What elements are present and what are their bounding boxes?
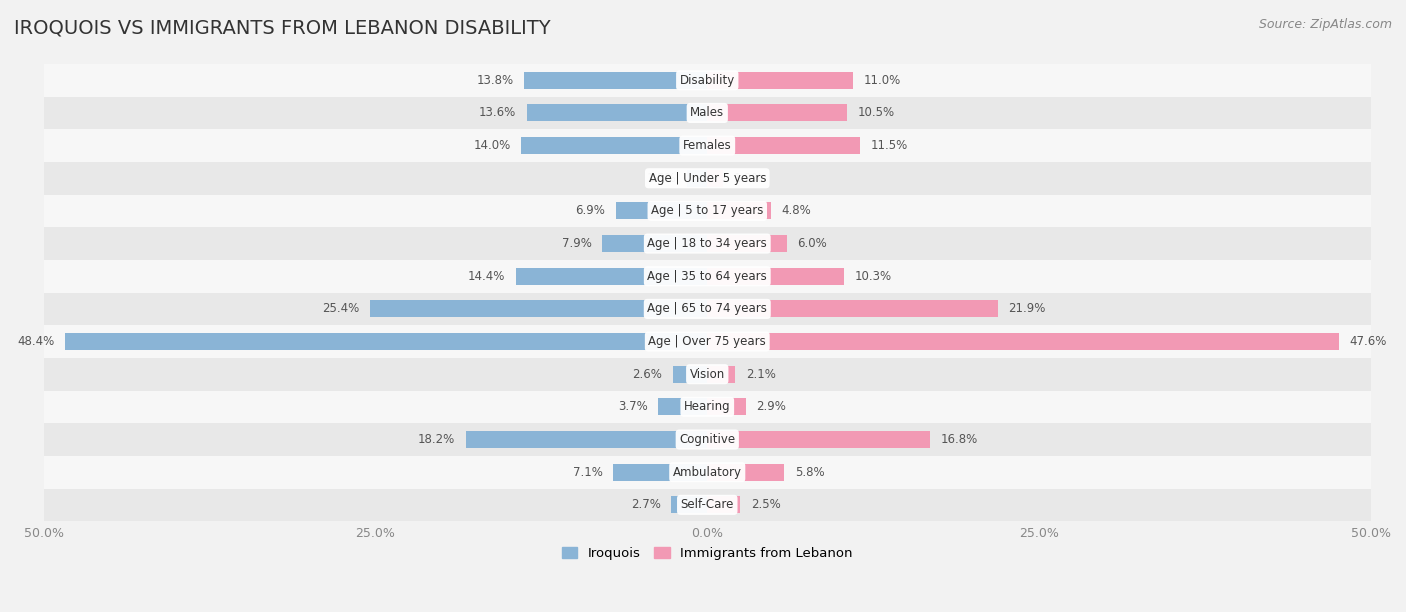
Bar bbox=[44, 97, 1371, 129]
Text: 10.5%: 10.5% bbox=[858, 106, 894, 119]
Text: 2.1%: 2.1% bbox=[745, 368, 776, 381]
Text: 47.6%: 47.6% bbox=[1350, 335, 1388, 348]
Bar bbox=[44, 227, 1371, 260]
Text: Age | 65 to 74 years: Age | 65 to 74 years bbox=[647, 302, 768, 315]
Text: Hearing: Hearing bbox=[683, 400, 731, 413]
Text: Source: ZipAtlas.com: Source: ZipAtlas.com bbox=[1258, 18, 1392, 31]
Text: Age | 5 to 17 years: Age | 5 to 17 years bbox=[651, 204, 763, 217]
Bar bbox=[65, 333, 707, 350]
Text: 14.0%: 14.0% bbox=[474, 139, 510, 152]
Bar bbox=[707, 431, 931, 448]
Text: Age | Over 75 years: Age | Over 75 years bbox=[648, 335, 766, 348]
Text: 16.8%: 16.8% bbox=[941, 433, 979, 446]
Text: 6.9%: 6.9% bbox=[575, 204, 605, 217]
Bar bbox=[707, 300, 998, 318]
Text: 1.2%: 1.2% bbox=[734, 172, 763, 185]
Bar bbox=[524, 72, 707, 89]
Bar bbox=[707, 267, 844, 285]
Bar bbox=[44, 325, 1371, 358]
Bar bbox=[44, 358, 1371, 390]
Text: 13.8%: 13.8% bbox=[477, 74, 513, 87]
Text: IROQUOIS VS IMMIGRANTS FROM LEBANON DISABILITY: IROQUOIS VS IMMIGRANTS FROM LEBANON DISA… bbox=[14, 18, 551, 37]
Text: 25.4%: 25.4% bbox=[322, 302, 360, 315]
Text: 48.4%: 48.4% bbox=[17, 335, 55, 348]
Bar bbox=[707, 366, 735, 382]
Bar bbox=[707, 105, 846, 121]
Text: 7.1%: 7.1% bbox=[572, 466, 602, 479]
Text: 7.9%: 7.9% bbox=[562, 237, 592, 250]
Bar bbox=[44, 162, 1371, 195]
Bar bbox=[370, 300, 707, 318]
Bar bbox=[658, 398, 707, 416]
Text: 1.5%: 1.5% bbox=[647, 172, 676, 185]
Bar bbox=[672, 496, 707, 513]
Bar bbox=[616, 203, 707, 220]
Text: 13.6%: 13.6% bbox=[479, 106, 516, 119]
Text: 2.7%: 2.7% bbox=[631, 498, 661, 512]
Bar bbox=[44, 423, 1371, 456]
Text: Cognitive: Cognitive bbox=[679, 433, 735, 446]
Bar bbox=[44, 129, 1371, 162]
Bar bbox=[527, 105, 707, 121]
Bar bbox=[613, 464, 707, 480]
Bar bbox=[672, 366, 707, 382]
Text: 11.5%: 11.5% bbox=[870, 139, 908, 152]
Text: 2.6%: 2.6% bbox=[633, 368, 662, 381]
Legend: Iroquois, Immigrants from Lebanon: Iroquois, Immigrants from Lebanon bbox=[557, 541, 858, 565]
Bar bbox=[707, 137, 860, 154]
Bar bbox=[44, 64, 1371, 97]
Bar bbox=[707, 464, 785, 480]
Text: 6.0%: 6.0% bbox=[797, 237, 827, 250]
Bar bbox=[707, 72, 853, 89]
Bar bbox=[707, 170, 723, 187]
Text: Self-Care: Self-Care bbox=[681, 498, 734, 512]
Bar bbox=[44, 456, 1371, 488]
Bar bbox=[44, 195, 1371, 227]
Bar bbox=[44, 293, 1371, 325]
Text: Females: Females bbox=[683, 139, 731, 152]
Bar bbox=[602, 235, 707, 252]
Text: Males: Males bbox=[690, 106, 724, 119]
Bar bbox=[465, 431, 707, 448]
Bar bbox=[707, 496, 741, 513]
Text: 2.9%: 2.9% bbox=[756, 400, 786, 413]
Text: 18.2%: 18.2% bbox=[418, 433, 456, 446]
Bar bbox=[707, 333, 1339, 350]
Text: 10.3%: 10.3% bbox=[855, 270, 891, 283]
Text: Ambulatory: Ambulatory bbox=[672, 466, 742, 479]
Text: 4.8%: 4.8% bbox=[782, 204, 811, 217]
Text: 3.7%: 3.7% bbox=[617, 400, 648, 413]
Text: 21.9%: 21.9% bbox=[1008, 302, 1046, 315]
Text: Age | 35 to 64 years: Age | 35 to 64 years bbox=[647, 270, 768, 283]
Bar bbox=[44, 390, 1371, 423]
Bar bbox=[707, 398, 745, 416]
Text: 2.5%: 2.5% bbox=[751, 498, 780, 512]
Text: 14.4%: 14.4% bbox=[468, 270, 506, 283]
Text: Disability: Disability bbox=[679, 74, 735, 87]
Text: Age | 18 to 34 years: Age | 18 to 34 years bbox=[647, 237, 768, 250]
Bar bbox=[516, 267, 707, 285]
Bar bbox=[522, 137, 707, 154]
Text: 11.0%: 11.0% bbox=[863, 74, 901, 87]
Text: Age | Under 5 years: Age | Under 5 years bbox=[648, 172, 766, 185]
Bar bbox=[688, 170, 707, 187]
Bar bbox=[707, 203, 770, 220]
Text: Vision: Vision bbox=[689, 368, 725, 381]
Bar bbox=[707, 235, 787, 252]
Bar bbox=[44, 260, 1371, 293]
Text: 5.8%: 5.8% bbox=[794, 466, 824, 479]
Bar bbox=[44, 488, 1371, 521]
